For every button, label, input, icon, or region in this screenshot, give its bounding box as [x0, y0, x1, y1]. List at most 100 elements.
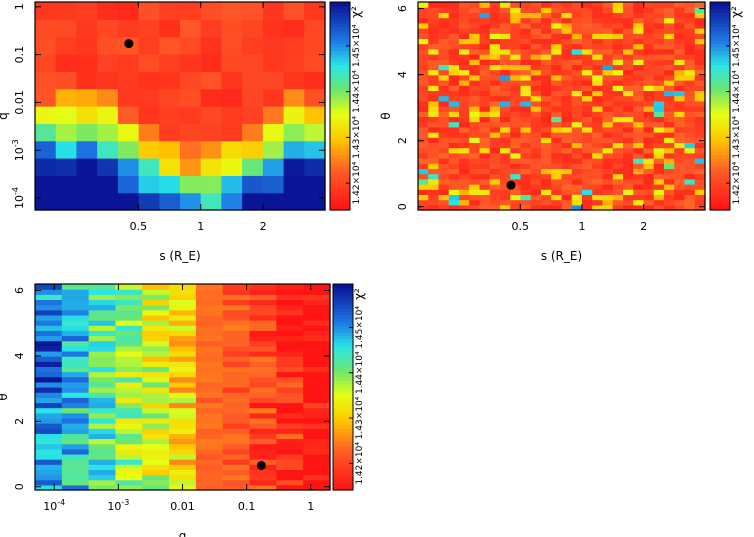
heatmap-cell: [88, 448, 117, 455]
colorbar-segment: [710, 92, 730, 97]
heatmap-cell: [561, 28, 573, 34]
heatmap-cells: [35, 284, 331, 491]
heatmap-cell: [55, 54, 78, 72]
heatmap-cell: [500, 199, 511, 206]
heatmap-cell: [623, 132, 634, 138]
heatmap-cell: [684, 43, 696, 50]
heatmap-cell: [88, 371, 117, 378]
heatmap-cell: [159, 54, 181, 72]
heatmap-cell: [169, 340, 197, 347]
heatmap-cell: [653, 199, 665, 206]
heatmap-cell: [530, 152, 542, 159]
heatmap-cell: [469, 173, 481, 180]
heatmap-cell: [61, 371, 90, 378]
heatmap-cell: [169, 459, 197, 465]
heatmap-cell: [180, 140, 202, 159]
heatmap-cell: [479, 204, 491, 211]
colorbar-segment: [710, 22, 730, 27]
heatmap-cell: [510, 7, 522, 13]
heatmap-cell: [222, 381, 251, 388]
heatmap-cell: [571, 184, 583, 190]
heatmap-cell: [500, 38, 511, 45]
heatmap-cell: [438, 74, 450, 81]
heatmap-cell: [242, 192, 264, 211]
heatmap-cell: [551, 168, 563, 175]
heatmap-cell: [643, 64, 655, 71]
colorbar-segment: [710, 15, 730, 20]
heatmap-cell: [674, 158, 686, 164]
colorbar-segment: [333, 486, 353, 491]
heatmap-cell: [520, 173, 532, 180]
heatmap-cell: [142, 412, 170, 419]
heatmap-cell: [633, 111, 645, 117]
heatmap-cell: [117, 71, 140, 90]
heatmap-cell: [169, 361, 197, 367]
heatmap-cell: [438, 48, 450, 55]
heatmap-cell: [88, 289, 117, 295]
heatmap-cell: [674, 142, 686, 149]
heatmap-cell: [582, 121, 593, 128]
heatmap-cell: [623, 178, 634, 185]
heatmap-cell: [674, 7, 686, 13]
heatmap-cell: [249, 340, 277, 347]
heatmap-cell: [195, 453, 224, 460]
heatmap-cell: [438, 64, 450, 71]
heatmap-cell: [664, 152, 675, 159]
x-axis-label: s (R_E): [159, 249, 200, 263]
heatmap-cell: [653, 48, 665, 55]
heatmap-cell: [35, 140, 57, 159]
heatmap-cell: [169, 371, 197, 378]
heatmap-cell: [61, 387, 90, 393]
heatmap-cell: [438, 199, 450, 206]
heatmap-cell: [582, 158, 593, 164]
heatmap-cell: [159, 71, 181, 90]
heatmap-cell: [448, 163, 460, 169]
heatmap-cell: [612, 7, 624, 13]
heatmap-cell: [571, 158, 583, 164]
heatmap-cell: [551, 22, 563, 29]
heatmap-cell: [262, 158, 285, 176]
heatmap-cell: [694, 12, 706, 19]
heatmap-cell: [88, 433, 117, 440]
heatmap-cell: [448, 178, 460, 185]
heatmap-cell: [612, 54, 624, 60]
colorbar-tick-label: 1.45×10⁴: [732, 24, 742, 67]
plot-frame: [417, 1, 706, 211]
heatmap-cell: [612, 163, 624, 169]
heatmap-cell: [438, 132, 450, 138]
heatmap-cell: [142, 402, 170, 409]
heatmap-cell: [169, 438, 197, 445]
heatmap-cell: [684, 137, 696, 143]
heatmap-cell: [571, 147, 583, 154]
heatmap-cell: [438, 152, 450, 159]
heatmap-cell: [653, 43, 665, 50]
heatmap-cell: [438, 28, 450, 34]
heatmap-cell: [276, 304, 304, 311]
heatmap-cell: [694, 54, 706, 60]
heatmap-cell: [142, 459, 170, 465]
heatmap-cell: [469, 116, 481, 123]
heatmap-cell: [469, 80, 481, 86]
heatmap-cell: [479, 111, 491, 117]
heatmap-cell: [304, 192, 326, 211]
heatmap-cell: [428, 126, 440, 133]
heatmap-cell: [459, 33, 470, 39]
heatmap-cell: [428, 48, 440, 55]
heatmap-cell: [592, 33, 604, 39]
heatmap-cell: [115, 284, 143, 290]
heatmap-cell: [489, 163, 501, 169]
heatmap-cell: [674, 194, 686, 201]
heatmap-cell: [520, 142, 532, 149]
heatmap-cell: [530, 90, 542, 97]
heatmap-cell: [61, 423, 90, 429]
heatmap-cell: [643, 22, 655, 29]
heatmap-cell: [684, 184, 696, 190]
colorbar-segment: [330, 85, 350, 90]
heatmap-cell: [142, 448, 170, 455]
heatmap-cell: [541, 54, 552, 60]
heatmap-cell: [489, 95, 501, 102]
heatmap-cell: [428, 163, 440, 169]
heatmap-cell: [571, 111, 583, 117]
heatmap-cell: [582, 33, 593, 39]
heatmap-cell: [55, 71, 78, 90]
